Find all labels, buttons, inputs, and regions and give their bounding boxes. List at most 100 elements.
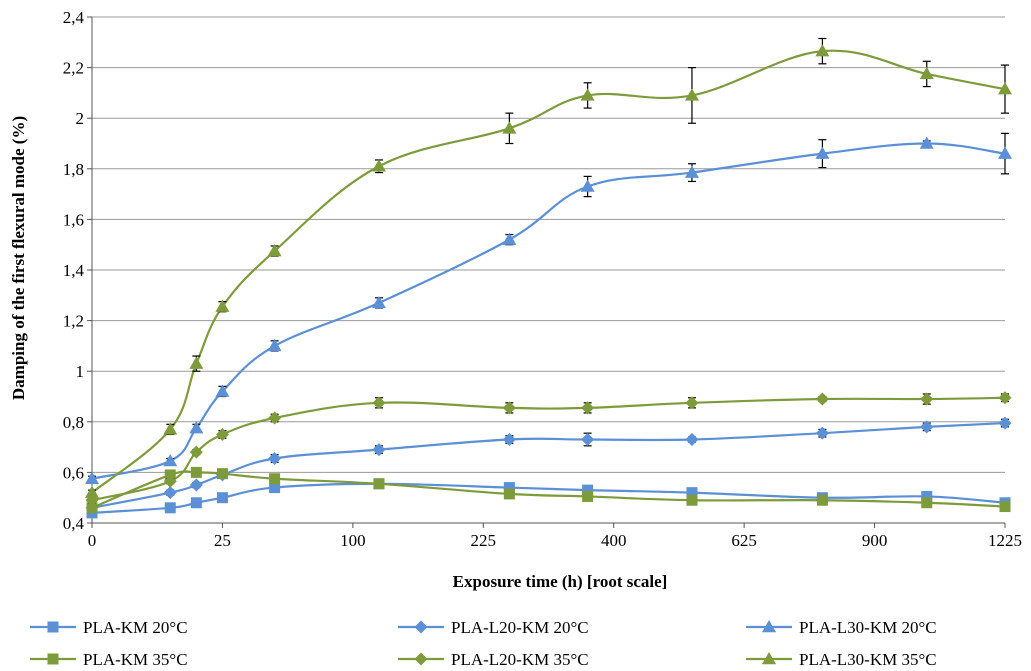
data-point — [921, 490, 933, 502]
data-point — [372, 396, 386, 410]
data-point — [582, 484, 594, 496]
data-point — [86, 502, 98, 514]
data-point — [215, 299, 230, 312]
data-point — [269, 473, 281, 485]
data-point — [190, 466, 202, 478]
series-line — [91, 396, 1006, 502]
legend-label: PLA-L30-KM 20°C — [799, 618, 937, 637]
y-tick-label: 2,4 — [63, 8, 85, 27]
data-point — [580, 179, 595, 192]
data-point — [815, 392, 829, 406]
data-point — [686, 494, 698, 506]
data-point — [267, 338, 282, 352]
data-point — [684, 165, 699, 178]
y-axis-title: Damping of the first flexural mode (%) — [9, 116, 28, 400]
y-tick-label: 1 — [76, 362, 85, 381]
data-point — [269, 482, 281, 494]
data-point — [215, 384, 230, 397]
data-point — [163, 486, 177, 500]
data-point — [685, 433, 699, 447]
x-tick-label: 25 — [214, 531, 231, 550]
y-tick-label: 2,2 — [63, 59, 84, 78]
legend-entry: PLA-L20-KM 35°C — [398, 650, 589, 669]
data-point — [921, 497, 933, 509]
data-point — [684, 88, 699, 101]
legend-entry: PLA-KM 35°C — [30, 650, 188, 669]
data-point — [372, 443, 386, 457]
y-tick-label: 0,6 — [63, 463, 84, 482]
x-tick-label: 625 — [731, 531, 757, 550]
data-point — [580, 88, 595, 101]
legend-label: PLA-L20-KM 20°C — [451, 618, 589, 637]
y-tick-label: 1,4 — [63, 261, 85, 280]
legend-entry: PLA-L20-KM 20°C — [398, 618, 589, 637]
data-point — [502, 121, 517, 134]
y-tick-label: 0,4 — [63, 514, 85, 533]
x-axis-title: Exposure time (h) [root scale] — [453, 572, 668, 591]
x-tick-label: 400 — [601, 531, 627, 550]
legend-marker — [762, 620, 776, 633]
legend-marker — [414, 652, 428, 666]
x-tick-label: 100 — [340, 531, 366, 550]
data-point — [815, 146, 830, 159]
data-point — [503, 488, 515, 500]
data-point — [581, 401, 595, 415]
y-tick-labels: 0,4 0,6 0,8 1 1,2 1,4 1,6 1,8 2 2,2 2,4 — [63, 8, 85, 533]
x-tick-label: 900 — [862, 531, 888, 550]
legend-marker — [47, 653, 59, 665]
x-tick-label: 0 — [88, 531, 97, 550]
y-tick-label: 1,8 — [63, 160, 84, 179]
data-point — [163, 474, 177, 488]
legend-entry: PLA-L30-KM 35°C — [746, 650, 937, 669]
data-point — [164, 502, 176, 514]
data-point — [581, 433, 595, 447]
data-point — [503, 482, 515, 494]
legend: PLA-KM 20°C PLA-L20-KM 20°C PLA-L30-KM 20°… — [30, 618, 937, 669]
x-tick-labels: 0 25 100 225 400 625 900 1225 — [88, 531, 1022, 550]
series-6 — [85, 37, 1012, 498]
data-point — [189, 478, 203, 492]
y-tick-label: 0,8 — [63, 413, 84, 432]
legend-label: PLA-L20-KM 35°C — [451, 650, 589, 669]
data-point — [189, 421, 204, 434]
data-point — [373, 478, 385, 490]
series-line — [91, 49, 1006, 494]
data-point — [920, 420, 934, 434]
data-point — [268, 451, 282, 465]
data-point — [267, 244, 282, 257]
data-point — [85, 485, 99, 498]
data-point — [815, 426, 829, 440]
legend-label: PLA-KM 20°C — [83, 618, 188, 637]
data-point — [919, 66, 934, 80]
data-point — [215, 427, 229, 441]
legend-entry: PLA-KM 20°C — [30, 618, 188, 637]
data-point — [816, 494, 828, 506]
legend-marker — [47, 621, 59, 633]
data-point — [998, 146, 1012, 159]
data-point — [920, 392, 934, 406]
data-point — [502, 401, 516, 415]
data-point — [190, 497, 202, 509]
data-point — [815, 44, 830, 57]
legend-marker — [762, 652, 776, 665]
grid-lines — [92, 16, 1005, 473]
data-point — [189, 356, 204, 369]
data-point — [998, 391, 1012, 405]
data-point — [502, 232, 517, 245]
data-point — [371, 159, 386, 172]
data-point — [998, 416, 1012, 430]
series-4 — [86, 466, 1011, 514]
data-point — [85, 471, 99, 484]
axes — [87, 16, 1006, 528]
data-point — [371, 295, 386, 309]
data-point — [919, 136, 934, 149]
x-tick-label: 1225 — [988, 531, 1022, 550]
y-tick-label: 2 — [76, 109, 85, 128]
series-line — [91, 482, 1006, 514]
x-tick-label: 225 — [471, 531, 497, 550]
series-2 — [85, 416, 1012, 515]
data-point — [268, 411, 282, 425]
data-point — [163, 422, 178, 435]
data-point — [998, 82, 1012, 95]
legend-label: PLA-KM 35°C — [83, 650, 188, 669]
